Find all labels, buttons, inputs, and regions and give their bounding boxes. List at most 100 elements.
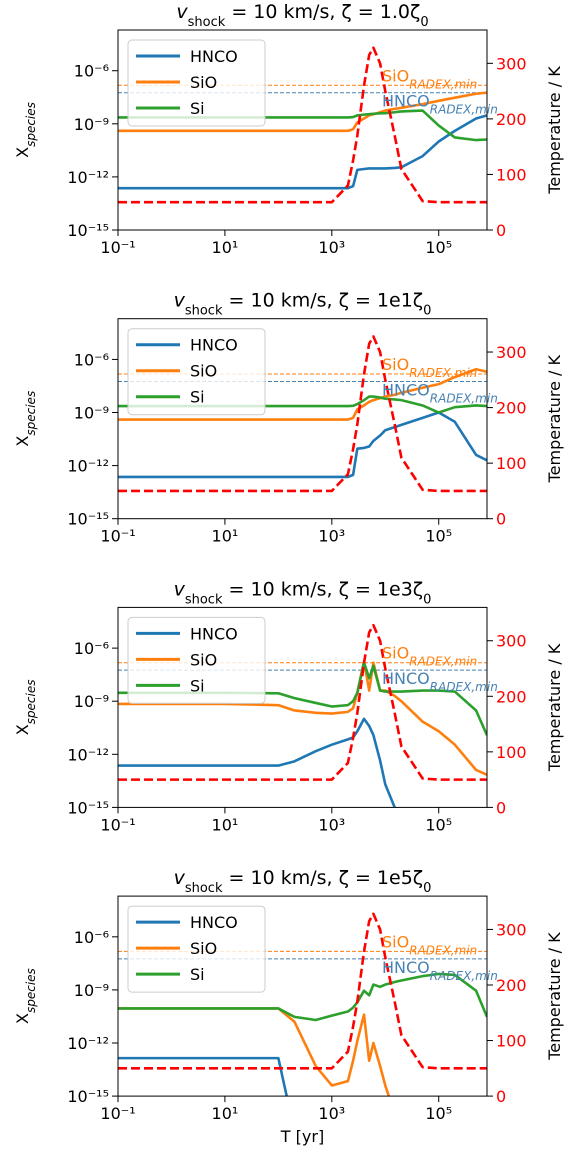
- x-axis-label: T [yr]: [280, 1127, 324, 1146]
- y-tick-label: 10⁻⁹: [74, 981, 109, 1000]
- title-part: v: [174, 867, 186, 889]
- legend-box: [127, 39, 266, 127]
- axes-frame: [117, 606, 488, 808]
- y2-tick-label: 100: [496, 1032, 527, 1051]
- axes-frame: [117, 29, 488, 231]
- abundance-line: [118, 91, 487, 133]
- threshold-label: SiORADEX,min: [382, 355, 477, 380]
- abundance-line: [118, 114, 487, 190]
- y-label-part: X: [13, 724, 32, 735]
- legend-label: SiO: [190, 939, 217, 958]
- y2-tick-label: 300: [496, 54, 527, 73]
- axes-frame: [117, 895, 488, 1097]
- legend-label: HNCO: [190, 913, 238, 932]
- temperature-line: [118, 912, 487, 1070]
- x-tick-label: 10⁵: [425, 815, 452, 834]
- threshold-label-sub: RADEX,min: [409, 366, 477, 380]
- threshold-label-sub: RADEX,min: [430, 391, 498, 405]
- threshold-label: SiORADEX,min: [382, 66, 477, 91]
- threshold-label-main: HNCO: [382, 92, 430, 111]
- x-tick-label: 10³: [318, 1104, 345, 1123]
- threshold-label-main: SiO: [382, 932, 409, 951]
- y2-tick-label: 200: [496, 399, 527, 418]
- chart-title: vshock = 10 km/s, ζ = 1e3ζ0: [174, 578, 432, 607]
- title-part: 0: [423, 303, 431, 318]
- abundance-line: [118, 109, 487, 142]
- title-part: = 10 km/s, ζ = 1e3ζ: [222, 578, 423, 600]
- y-axis-label: Xspecies: [13, 102, 38, 158]
- y2-axis-label: Temperature / K: [545, 66, 564, 195]
- title-part: shock: [185, 881, 223, 896]
- abundance-line: [118, 661, 487, 736]
- temperature-line: [118, 623, 487, 781]
- title-part: 0: [423, 881, 431, 896]
- title-part: shock: [185, 592, 223, 607]
- threshold-label-sub: RADEX,min: [430, 680, 498, 694]
- y-tick-label: 10⁻¹⁵: [67, 1087, 109, 1106]
- y-tick-label: 10⁻¹²: [67, 168, 109, 187]
- x-tick-label: 10⁻¹: [100, 527, 135, 546]
- threshold-label: SiORADEX,min: [382, 932, 477, 957]
- threshold-label-sub: RADEX,min: [409, 77, 477, 91]
- y2-tick-label: 0: [496, 221, 506, 240]
- legend-label: HNCO: [190, 624, 238, 643]
- y-tick-label: 10⁻¹⁵: [67, 798, 109, 817]
- legend-label: Si: [190, 676, 205, 695]
- y-tick-label: 10⁻⁶: [74, 350, 109, 369]
- y2-tick-label: 0: [496, 510, 506, 529]
- title-part: shock: [188, 15, 226, 30]
- y-label-part: species: [24, 391, 38, 436]
- y-label-part: species: [24, 968, 38, 1013]
- abundance-line: [118, 717, 397, 808]
- x-tick-label: 10⁵: [425, 527, 452, 546]
- x-tick-label: 10¹: [212, 815, 239, 834]
- y2-tick-label: 0: [496, 798, 506, 817]
- axes-frame: [117, 318, 488, 520]
- chart-title: vshock = 10 km/s, ζ = 1e5ζ0: [174, 867, 432, 896]
- legend-label: Si: [190, 388, 205, 407]
- abundance-line: [118, 367, 487, 421]
- x-tick-label: 10⁻¹: [100, 1104, 135, 1123]
- y-label-part: species: [24, 680, 38, 725]
- title-part: = 10 km/s, ζ = 1e5ζ: [222, 867, 423, 889]
- y2-axis-label: Temperature / K: [545, 354, 564, 483]
- title-part: v: [174, 290, 186, 312]
- x-tick-label: 10³: [318, 238, 345, 257]
- legend-label: SiO: [190, 73, 217, 92]
- y2-tick-label: 100: [496, 454, 527, 473]
- y-tick-label: 10⁻⁹: [74, 404, 109, 423]
- y2-tick-label: 300: [496, 343, 527, 362]
- y-tick-label: 10⁻¹²: [67, 1034, 109, 1053]
- abundance-line: [118, 1056, 289, 1097]
- x-tick-label: 10⁵: [425, 1104, 452, 1123]
- threshold-label-main: HNCO: [382, 958, 430, 977]
- legend-label: Si: [190, 965, 205, 984]
- y-tick-label: 10⁻¹⁵: [67, 221, 109, 240]
- title-part: 0: [423, 592, 431, 607]
- y2-tick-label: 200: [496, 687, 527, 706]
- title-part: v: [174, 578, 186, 600]
- y2-tick-label: 200: [496, 976, 527, 995]
- y2-tick-label: 0: [496, 1087, 506, 1106]
- abundance-line: [118, 972, 487, 1022]
- threshold-label-sub: RADEX,min: [409, 655, 477, 669]
- legend-box: [127, 905, 266, 993]
- threshold-label: HNCORADEX,min: [382, 958, 498, 983]
- y-tick-label: 10⁻⁶: [74, 928, 109, 947]
- threshold-label-main: HNCO: [382, 380, 430, 399]
- x-tick-label: 10¹: [212, 1104, 239, 1123]
- temperature-line: [118, 335, 487, 493]
- threshold-label-sub: RADEX,min: [409, 943, 477, 957]
- threshold-label: HNCORADEX,min: [382, 380, 498, 405]
- plot-area: [118, 335, 487, 493]
- y-tick-label: 10⁻¹²: [67, 745, 109, 764]
- title-part: shock: [185, 303, 223, 318]
- x-tick-label: 10³: [318, 527, 345, 546]
- threshold-label-main: SiO: [382, 644, 409, 663]
- temperature-line: [118, 46, 487, 204]
- y2-axis-label: Temperature / K: [545, 643, 564, 772]
- threshold-label-main: HNCO: [382, 669, 430, 688]
